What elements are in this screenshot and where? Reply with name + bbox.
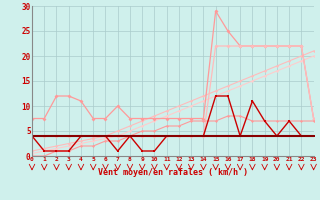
X-axis label: Vent moyen/en rafales ( km/h ): Vent moyen/en rafales ( km/h ) [98, 168, 248, 177]
